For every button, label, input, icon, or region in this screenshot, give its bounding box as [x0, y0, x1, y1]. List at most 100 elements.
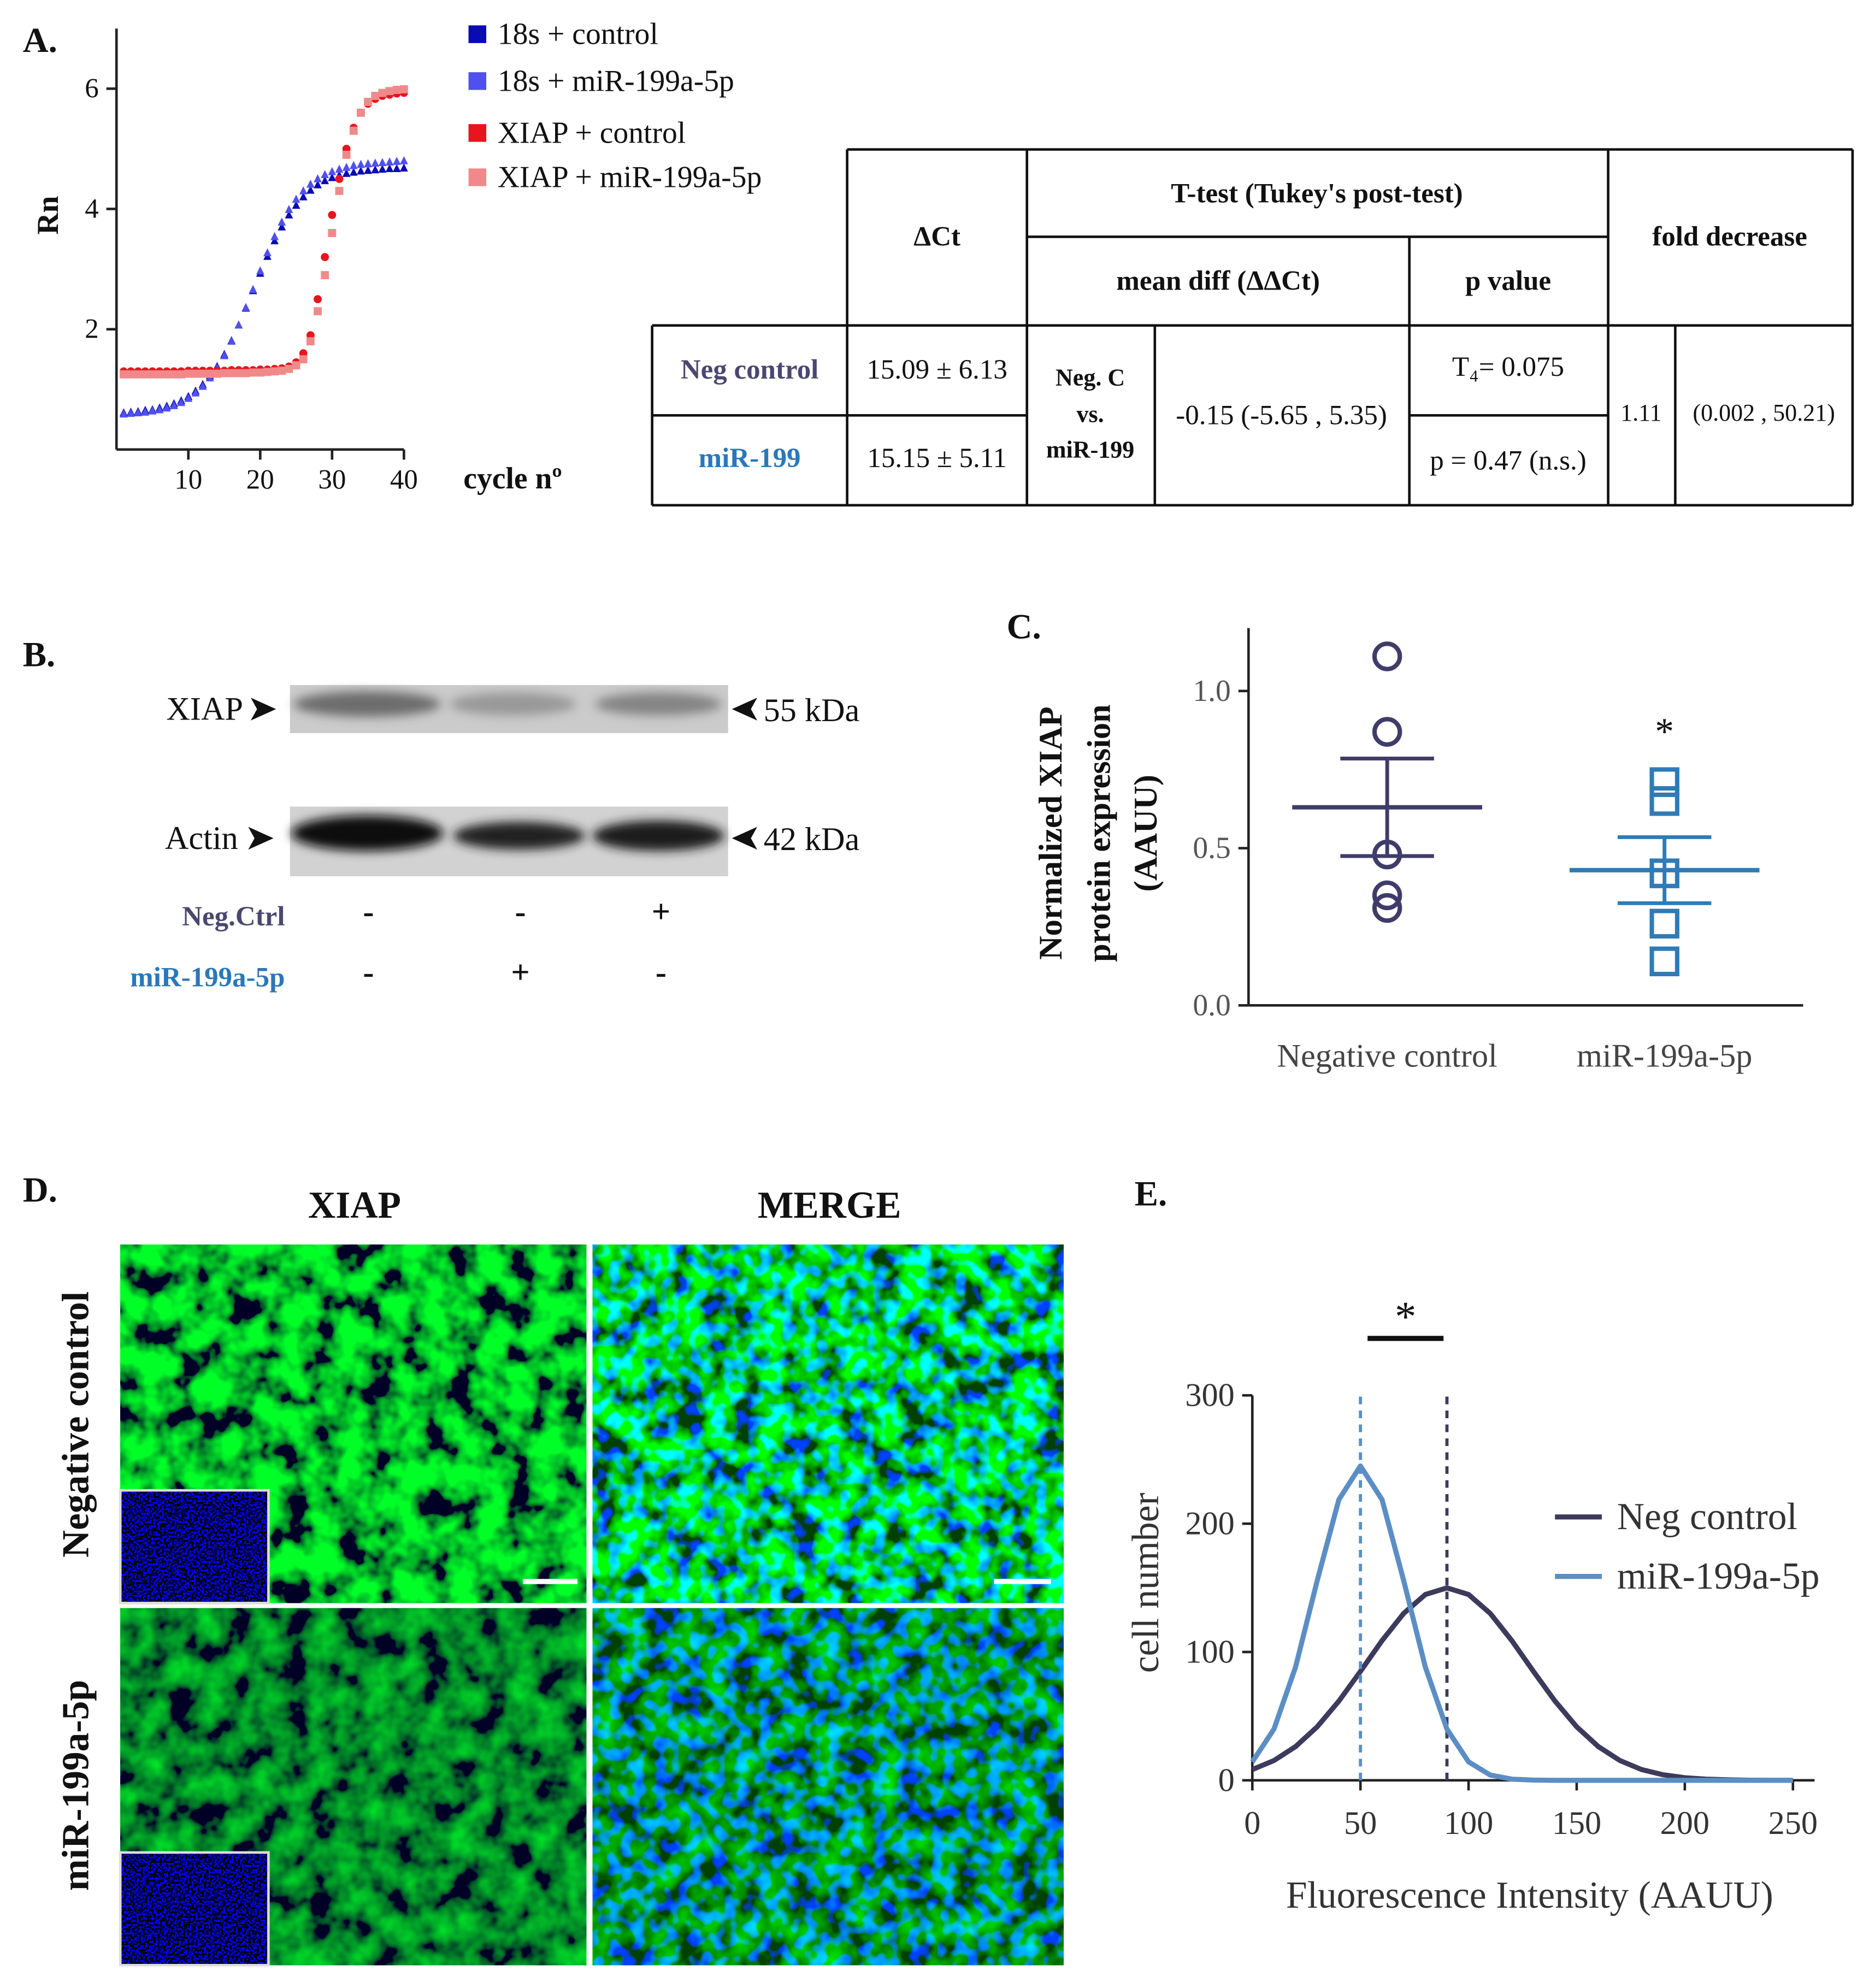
marker [205, 369, 214, 378]
inset [119, 1489, 270, 1604]
marker [278, 217, 286, 226]
blot-band [453, 822, 585, 850]
marker [399, 156, 408, 164]
marker [220, 351, 228, 359]
marker [371, 92, 380, 100]
marker [119, 370, 128, 379]
marker [177, 370, 186, 379]
y-tick-label: 300 [1185, 1377, 1234, 1414]
marker [335, 164, 344, 173]
condition-label: Neg.Ctrl [182, 901, 285, 932]
marker [227, 369, 236, 377]
y-tick-label: 4 [85, 193, 98, 224]
marker [141, 370, 150, 379]
sign: - [515, 893, 526, 930]
marker [119, 409, 128, 418]
y-tick-label: 100 [1185, 1633, 1234, 1670]
blot-band [291, 815, 444, 851]
band-size: 42 kDa [764, 821, 860, 858]
y-tick-label: 200 [1185, 1506, 1234, 1542]
band-size: 55 kDa [764, 692, 860, 729]
table-header: p value [1465, 266, 1551, 297]
arrow [248, 827, 274, 850]
condition-label: miR-199a-5p [130, 962, 285, 993]
row-label: miR-199 [699, 443, 801, 474]
marker [328, 229, 337, 237]
inset-border [119, 1851, 270, 1967]
marker [249, 285, 257, 293]
series-line [1250, 1463, 1793, 1783]
table-header: T-test (Tukey's post-test) [1171, 179, 1463, 209]
marker [321, 176, 329, 185]
marker [270, 232, 279, 240]
marker [378, 89, 387, 97]
row-label: Negative control [55, 1291, 97, 1558]
marker [364, 159, 373, 168]
y-axis-title: Normalized XIAP [1033, 706, 1069, 960]
marker [278, 222, 286, 231]
marker [314, 295, 322, 304]
marker [342, 169, 351, 177]
marker [191, 369, 200, 378]
marker [220, 369, 228, 377]
marker [1649, 767, 1679, 797]
western-blot: XIAP 55 kDa Actin 42 kDa Neg.Ctrl miR-19… [130, 685, 859, 993]
marker [314, 180, 322, 188]
marker [241, 303, 250, 311]
band-label: Actin [165, 820, 238, 857]
marker [364, 166, 373, 174]
marker [270, 236, 279, 245]
y-tick-label: 0 [1218, 1762, 1235, 1798]
marker [170, 400, 178, 409]
row-label: Neg control [681, 355, 819, 385]
table-cell: T₄= 0.075 [1452, 352, 1564, 382]
marker [385, 87, 394, 96]
marker [378, 164, 387, 173]
sign: + [511, 954, 529, 991]
legend-label: XIAP + miR-199a-5p [498, 161, 762, 194]
legend-swatch [468, 124, 487, 142]
legend-label: miR-199a-5p [1617, 1555, 1820, 1597]
marker [385, 164, 394, 173]
legend-label: 18s + control [498, 17, 658, 51]
marker [162, 403, 171, 412]
marker [263, 248, 272, 257]
marker [399, 163, 408, 172]
table-cell: (0.002 , 50.21) [1693, 399, 1835, 426]
marker [306, 185, 315, 194]
panel-label: C. [1007, 607, 1041, 646]
blot-band [449, 692, 576, 716]
blot-band [592, 820, 724, 851]
panel-label: D. [23, 1171, 57, 1210]
marker [1372, 717, 1402, 747]
table-header: mean diff (ΔΔCt) [1116, 266, 1320, 297]
marker [278, 367, 286, 375]
marker [1372, 641, 1402, 671]
marker [227, 337, 236, 345]
x-tick-label: miR-199a-5p [1577, 1038, 1752, 1075]
marker [148, 370, 157, 379]
marker [371, 158, 380, 167]
marker [1372, 893, 1402, 923]
marker [292, 361, 300, 370]
marker [292, 200, 300, 209]
x-tick-label: 250 [1768, 1805, 1818, 1842]
marker [134, 408, 143, 417]
marker [263, 368, 272, 376]
table-cell: Neg. C [1056, 364, 1125, 391]
marker [191, 388, 200, 397]
marker [385, 157, 394, 166]
marker [399, 85, 408, 93]
stats-table: ΔCt T-test (Tukey's post-test) fold decr… [651, 148, 1854, 507]
marker [1649, 786, 1679, 816]
marker [1372, 880, 1402, 911]
series-line [1251, 1585, 1793, 1783]
inset-border [119, 1489, 270, 1604]
marker [321, 170, 329, 179]
table-cell: -0.15 (-5.65 , 5.35) [1176, 400, 1387, 430]
x-tick-label: 0 [1244, 1805, 1260, 1842]
sign: - [656, 954, 667, 991]
y-axis-title: (AAUU) [1128, 775, 1164, 892]
marker [357, 160, 365, 168]
panel-label: B. [23, 635, 56, 674]
